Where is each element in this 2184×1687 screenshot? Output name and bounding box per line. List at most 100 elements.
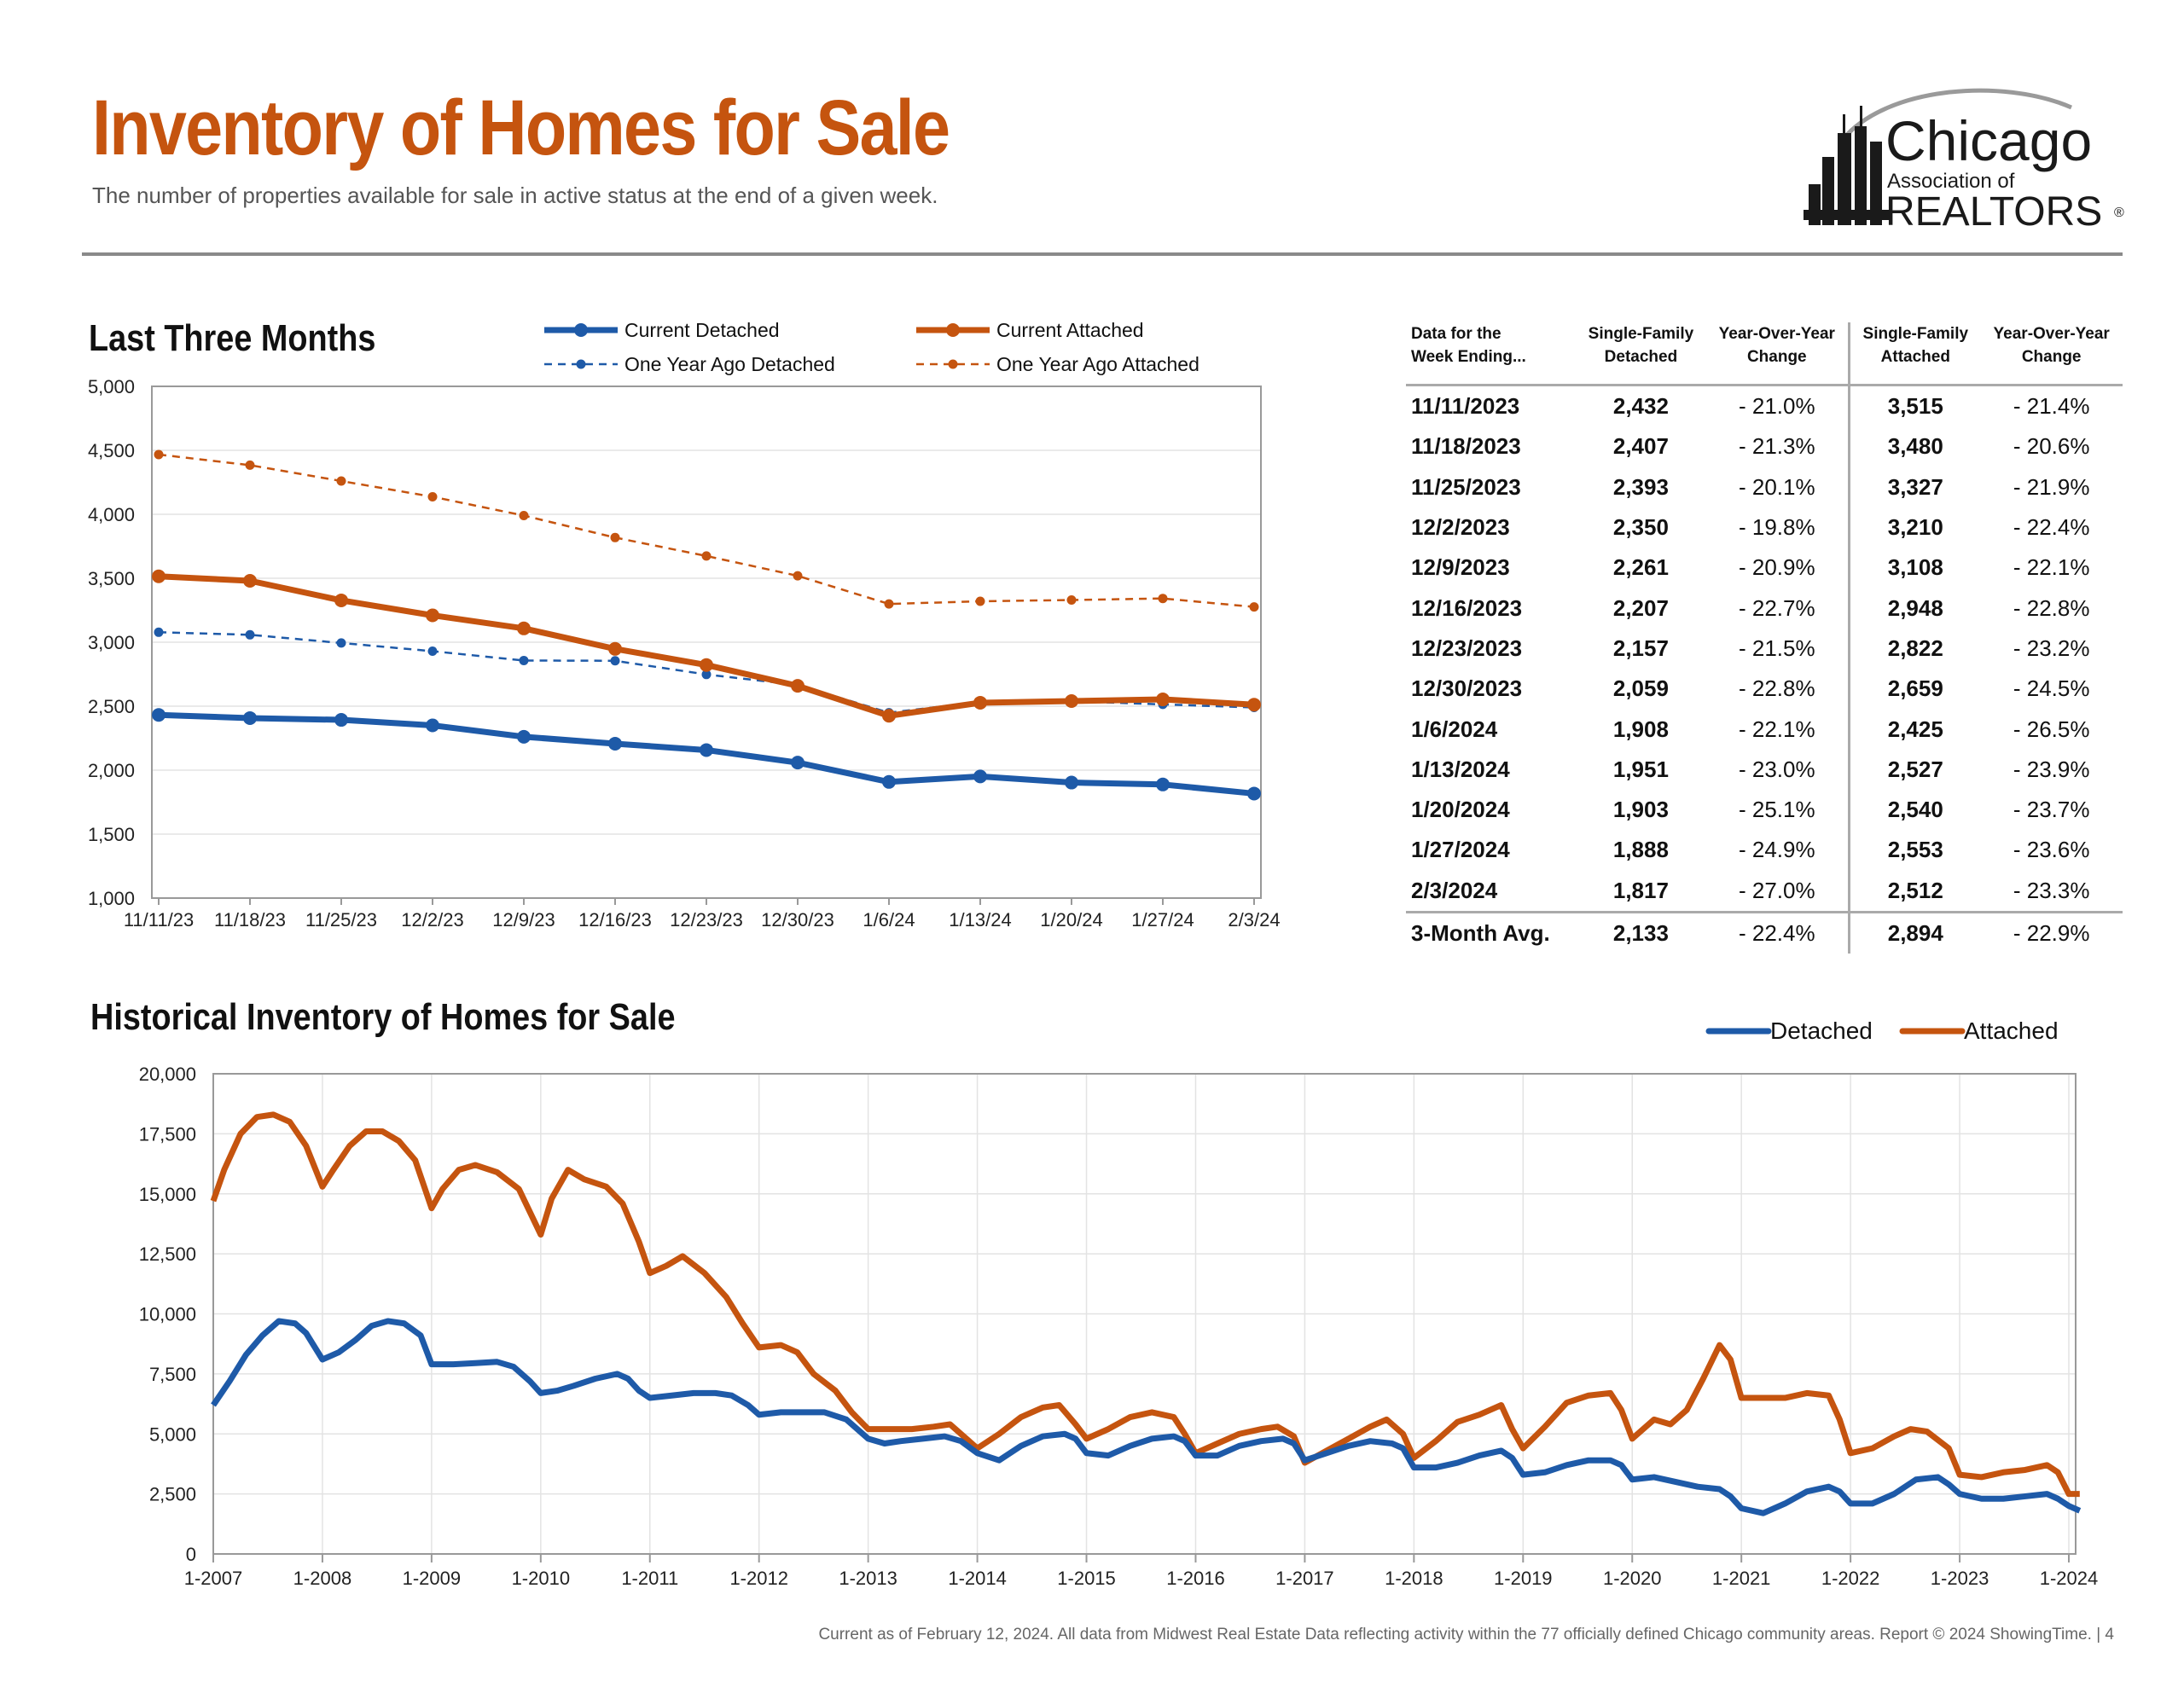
col-header-attached-yoy: Year-Over-Year Change (1980, 322, 2123, 386)
current-attached-point (243, 574, 257, 588)
y-tick-label: 5,000 (88, 376, 135, 397)
avg-label-cell: 3-Month Avg. (1406, 910, 1577, 954)
y-tick-label: 1,000 (88, 888, 135, 909)
week-cell: 1/20/2024 (1411, 797, 1510, 823)
detached-cell: 2,432 (1612, 393, 1669, 420)
attached-series-line (210, 1111, 2080, 1498)
y-tick-label: 15,000 (139, 1184, 196, 1205)
x-tick-label: 1-2017 (1275, 1568, 1334, 1589)
y-tick-label: 3,000 (88, 632, 135, 653)
attached-yoy-cell: - 23.6% (2013, 837, 2090, 863)
col-header-attached-line1: Single-Family (1862, 325, 1969, 343)
detached-yoy-cell: - 20.9% (1738, 554, 1815, 581)
attached-cell: 2,512 (1848, 870, 1981, 913)
skyline-icon (1804, 106, 1889, 225)
legend-label: Current Attached (996, 319, 1144, 341)
header-divider (82, 252, 2123, 256)
week-cell: 1/13/2024 (1411, 756, 1510, 782)
week-cell: 12/2/2023 (1411, 514, 1510, 541)
table-row: 1/6/2024 1,908 - 22.1% 2,425 - 26.5% (1406, 709, 2123, 750)
logo-line1: Chicago (1885, 109, 2092, 172)
detached-yoy-cell: - 21.3% (1738, 433, 1815, 460)
attached-yoy-cell: - 20.6% (2013, 433, 2090, 460)
col-header-attached-yoy-line2: Change (2021, 348, 2082, 366)
x-tick-label: 1-2014 (948, 1568, 1007, 1589)
x-tick-label: 1/13/24 (949, 909, 1011, 930)
legend-item-one-year-ago-detached: One Year Ago Detached (544, 353, 835, 375)
attached-yoy-cell: - 22.1% (2013, 554, 2090, 581)
legend-marker (948, 359, 958, 369)
three-month-line-chart: 1,000 1,500 2,000 2,500 3,000 3,500 4,000 4,500… (88, 319, 1281, 930)
detached-cell: 1,903 (1612, 797, 1669, 823)
x-tick-label: 12/30/23 (761, 909, 834, 930)
week-cell: 2/3/2024 (1411, 877, 1498, 903)
legend-marker (946, 323, 960, 337)
y-tick-label: 4,500 (88, 440, 135, 461)
one-year-ago-detached-point (427, 646, 438, 656)
y-tick-label: 5,000 (149, 1423, 196, 1445)
detached-series-line (211, 1318, 2082, 1516)
detached-cell: 1,951 (1612, 756, 1669, 782)
current-attached-point (791, 679, 804, 693)
attached-yoy-cell: - 23.2% (2013, 635, 2090, 661)
detached-yoy-cell: - 27.0% (1738, 877, 1815, 903)
one-year-ago-attached-point (1249, 602, 1259, 612)
section-title-historical: Historical Inventory of Homes for Sale (90, 996, 676, 1038)
legend-item-one-year-ago-attached: One Year Ago Attached (916, 353, 1199, 375)
one-year-ago-detached-point (519, 655, 529, 665)
legend-label: Attached (1964, 1017, 2059, 1044)
legend-label: Detached (1770, 1017, 1873, 1044)
current-detached-point (791, 756, 804, 770)
x-tick-label: 1-2012 (729, 1568, 788, 1589)
detached-yoy-cell: - 22.1% (1738, 716, 1815, 742)
x-tick-label: 11/25/23 (305, 909, 377, 930)
one-year-ago-attached-line (158, 453, 1255, 608)
logo-registered-mark: ® (2114, 206, 2124, 220)
one-year-ago-attached-point (793, 571, 803, 581)
one-year-ago-detached-point (154, 627, 164, 637)
legend-label: One Year Ago Attached (996, 353, 1199, 375)
attached-yoy-cell: - 21.4% (2013, 393, 2090, 420)
legend-item-attached: Attached (1899, 1017, 2059, 1044)
week-cell: 12/30/2023 (1411, 675, 1523, 702)
detached-yoy-cell: - 24.9% (1738, 837, 1815, 863)
table-row: 2/3/2024 1,817 - 27.0% 2,512 - 23.3% (1406, 870, 2123, 913)
x-tick-label: 11/18/23 (214, 909, 286, 930)
x-tick-label: 1-2016 (1166, 1568, 1225, 1589)
logo-line2: Association of (1887, 170, 2015, 193)
current-attached-point (1247, 698, 1261, 712)
attached-cell: 3,327 (1848, 467, 1981, 507)
x-tick-label: 1-2013 (839, 1568, 897, 1589)
table-row: 12/9/2023 2,261 - 20.9% 3,108 - 22.1% (1406, 548, 2123, 588)
table-row: 11/18/2023 2,407 - 21.3% 3,480 - 20.6% (1406, 426, 2123, 467)
x-tick-label: 1-2023 (1931, 1568, 1989, 1589)
attached-yoy-cell: - 22.8% (2013, 594, 2090, 621)
detached-yoy-cell: - 23.0% (1738, 756, 1815, 782)
table-header-row: Data for the Week Ending... Single-Family… (1406, 322, 2123, 386)
page-subtitle: The number of properties available for s… (92, 183, 938, 208)
current-detached-point (517, 729, 531, 744)
detached-cell: 2,157 (1612, 635, 1669, 661)
table-row: 1/27/2024 1,888 - 24.9% 2,553 - 23.6% (1406, 830, 2123, 871)
current-detached-point (882, 774, 896, 789)
current-detached-point (608, 736, 622, 751)
detached-cell: 2,059 (1612, 675, 1669, 702)
legend-label: Current Detached (624, 319, 780, 341)
y-tick-label: 2,000 (88, 760, 135, 781)
col-header-attached-line2: Attached (1880, 348, 1950, 366)
chicago-realtors-logo: Chicago Association of REALTORS ® (1804, 88, 2124, 235)
avg-detached-cell: 2,133 (1576, 910, 1706, 954)
current-attached-point (152, 569, 166, 583)
avg-attached-cell: 2,894 (1848, 910, 1981, 954)
historical-line-chart: 0 2,500 5,000 7,500 10,000 12,500 15,000 17,500… (139, 1017, 2099, 1589)
attached-yoy-cell: - 23.9% (2013, 756, 2090, 782)
x-tick-label: 1/20/24 (1040, 909, 1102, 930)
col-header-detached-yoy-line1: Year-Over-Year (1718, 325, 1835, 343)
detached-cell: 1,888 (1612, 837, 1669, 863)
x-tick-label: 1-2011 (621, 1568, 678, 1589)
week-cell: 12/9/2023 (1411, 554, 1510, 581)
attached-cell: 3,108 (1848, 548, 1981, 588)
x-tick-label: 1-2008 (293, 1568, 352, 1589)
week-cell: 1/6/2024 (1411, 716, 1498, 742)
y-tick-label: 20,000 (139, 1064, 196, 1085)
